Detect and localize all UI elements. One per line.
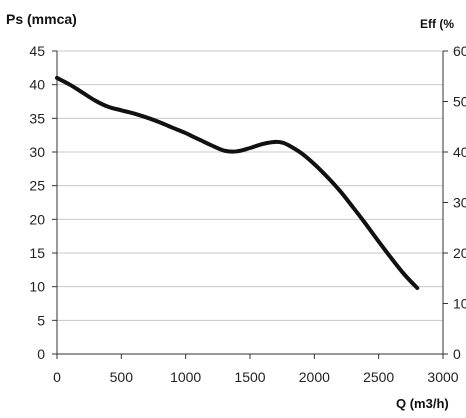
y-tick-label: 0 [37,346,45,362]
y2-tick-label: 0 [453,346,461,362]
y2-tick-label: 50 [453,94,466,110]
y-tick-label: 15 [29,245,45,261]
y2-tick-label: 20 [453,245,466,261]
x-tick-label: 2500 [363,369,394,385]
y-axis-title: Ps (mmca) [6,11,77,27]
y-tick-label: 5 [37,312,45,328]
series-line-0 [55,75,420,290]
y-tick-label: 45 [29,43,45,59]
series-layer [55,75,420,290]
y2-axis-title: Eff (% [420,17,454,31]
x-tick-label: 500 [110,369,134,385]
y-tick-label: 10 [29,279,45,295]
y2-tick-label: 40 [453,144,466,160]
x-tick-label: 1000 [170,369,201,385]
grid-lines [57,50,443,321]
y2-tick-label: 10 [453,296,466,312]
y2-tick-label: 60 [453,43,466,59]
tick-labels: 0 5 10 15 20 25 30 35 40 45 0 10 20 30 40 50 60 0 500 1000 1… [29,43,466,385]
y-tick-label: 35 [29,110,45,126]
y-tick-label: 20 [29,211,45,227]
x-tick-label: 2000 [299,369,330,385]
axes [52,50,448,359]
x-axis-title: Q (m3/h) [396,396,449,411]
y2-tick-label: 30 [453,195,466,211]
x-tick-label: 1500 [234,369,265,385]
x-tick-label: 0 [53,369,61,385]
x-tick-label: 3000 [427,369,458,385]
y-tick-label: 25 [29,178,45,194]
y-tick-label: 30 [29,144,45,160]
y-tick-label: 40 [29,77,45,93]
